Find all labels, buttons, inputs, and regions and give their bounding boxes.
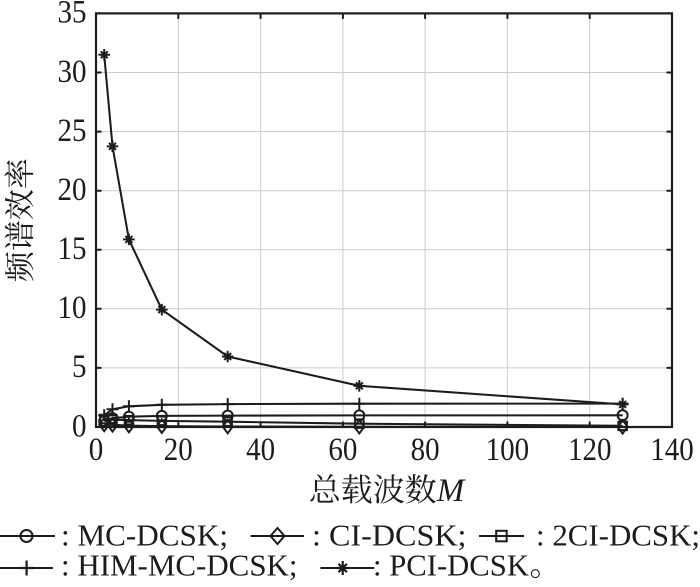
svg-text:35: 35 xyxy=(58,0,87,31)
svg-text:: PCI-DCSK: : PCI-DCSK xyxy=(373,548,530,583)
svg-text:100: 100 xyxy=(486,432,530,468)
svg-text:140: 140 xyxy=(650,432,694,468)
svg-text:25: 25 xyxy=(58,113,87,149)
svg-text:: MC-DCSK;: : MC-DCSK; xyxy=(61,518,228,553)
svg-text:0: 0 xyxy=(89,432,104,468)
svg-text:: 2CI-DCSK;: : 2CI-DCSK; xyxy=(536,518,700,553)
svg-text:5: 5 xyxy=(72,349,87,385)
svg-text:15: 15 xyxy=(58,231,87,267)
svg-text:M: M xyxy=(436,473,466,509)
svg-text:30: 30 xyxy=(58,54,87,90)
svg-text:80: 80 xyxy=(411,432,440,468)
svg-text:40: 40 xyxy=(246,432,275,468)
svg-text:20: 20 xyxy=(164,432,193,468)
svg-text:10: 10 xyxy=(58,290,87,326)
svg-text:60: 60 xyxy=(328,432,357,468)
svg-text:: HIM-MC-DCSK;: : HIM-MC-DCSK; xyxy=(61,548,298,583)
svg-text:0: 0 xyxy=(72,408,87,444)
svg-text:: CI-DCSK;: : CI-DCSK; xyxy=(312,518,467,553)
svg-text:120: 120 xyxy=(568,432,612,468)
svg-text:20: 20 xyxy=(58,172,87,208)
